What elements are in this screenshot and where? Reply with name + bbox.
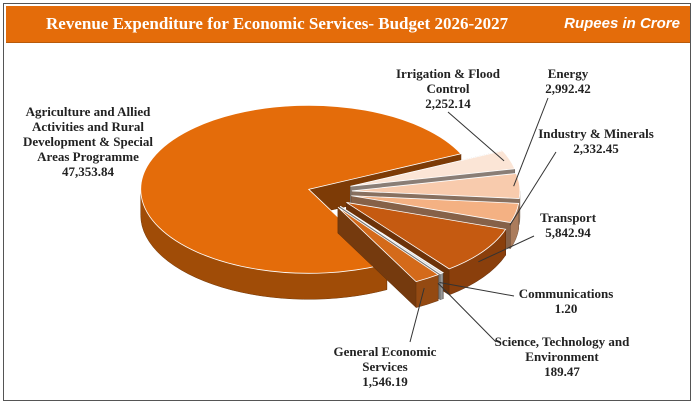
chart-title: Revenue Expenditure for Economic Service… [46,14,509,33]
leader-line [437,282,497,343]
header-bar: Revenue Expenditure for Economic Service… [6,6,690,43]
slice-top [346,202,507,270]
value-label: 5,842.94 [545,225,591,240]
slice-top [351,195,520,223]
category-label: General Economic Services [333,344,437,374]
slice-label-box: Transport 5,842.94 [513,210,623,240]
slice-top [351,172,521,199]
leader-line [478,235,535,263]
slice-label-box: General Economic Services 1,546.19 [320,344,450,389]
category-label: Industry & Minerals [538,126,654,141]
pie-slice [337,206,440,309]
unit-label: Rupees in Crore [564,15,680,32]
slice-label-box: Communications 1.20 [506,286,626,316]
leader-line [509,151,557,226]
value-label: 2,992.42 [545,81,591,96]
value-label: 189.47 [544,364,580,379]
slice-label-box: Irrigation & Flood Control 2,252.14 [383,66,513,111]
category-label: Irrigation & Flood Control [396,66,500,96]
slice-label-box: Energy 2,992.42 [513,66,623,96]
leader-line [513,97,549,187]
leader-line [447,111,505,162]
category-label: Transport [539,210,597,225]
slice-label-box: Industry & Minerals 2,332.45 [526,126,666,156]
leader-line [439,282,515,297]
slice-top [140,104,462,274]
value-label: 1,546.19 [362,374,408,389]
frame [3,3,691,401]
category-label: Agriculture and Allied Activities and Ru… [23,104,153,164]
value-label: 1.20 [554,301,578,316]
value-label: 2,332.45 [573,141,619,156]
slice-top [350,150,516,187]
category-label: Communications [518,286,614,301]
value-label: 47,353.84 [62,164,114,179]
slice-top [337,206,440,283]
slice-top [339,206,444,275]
category-label: Science, Technology and Environment [494,334,630,364]
value-label: 2,252.14 [425,96,471,111]
category-label: Energy [547,66,589,81]
slice-label-box: Science, Technology and Environment 189.4… [487,334,637,379]
slice-label-box: Agriculture and Allied Activities and Ru… [13,104,163,179]
leader-line [409,287,425,343]
